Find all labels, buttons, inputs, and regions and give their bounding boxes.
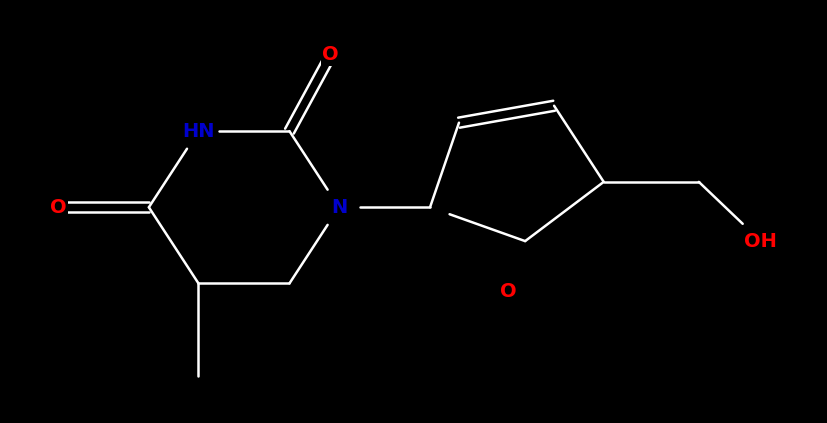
Text: O: O (500, 283, 517, 301)
Text: OH: OH (744, 232, 777, 250)
Text: N: N (331, 198, 347, 217)
Text: O: O (323, 46, 339, 64)
Text: HN: HN (182, 122, 215, 140)
Text: O: O (50, 198, 66, 217)
